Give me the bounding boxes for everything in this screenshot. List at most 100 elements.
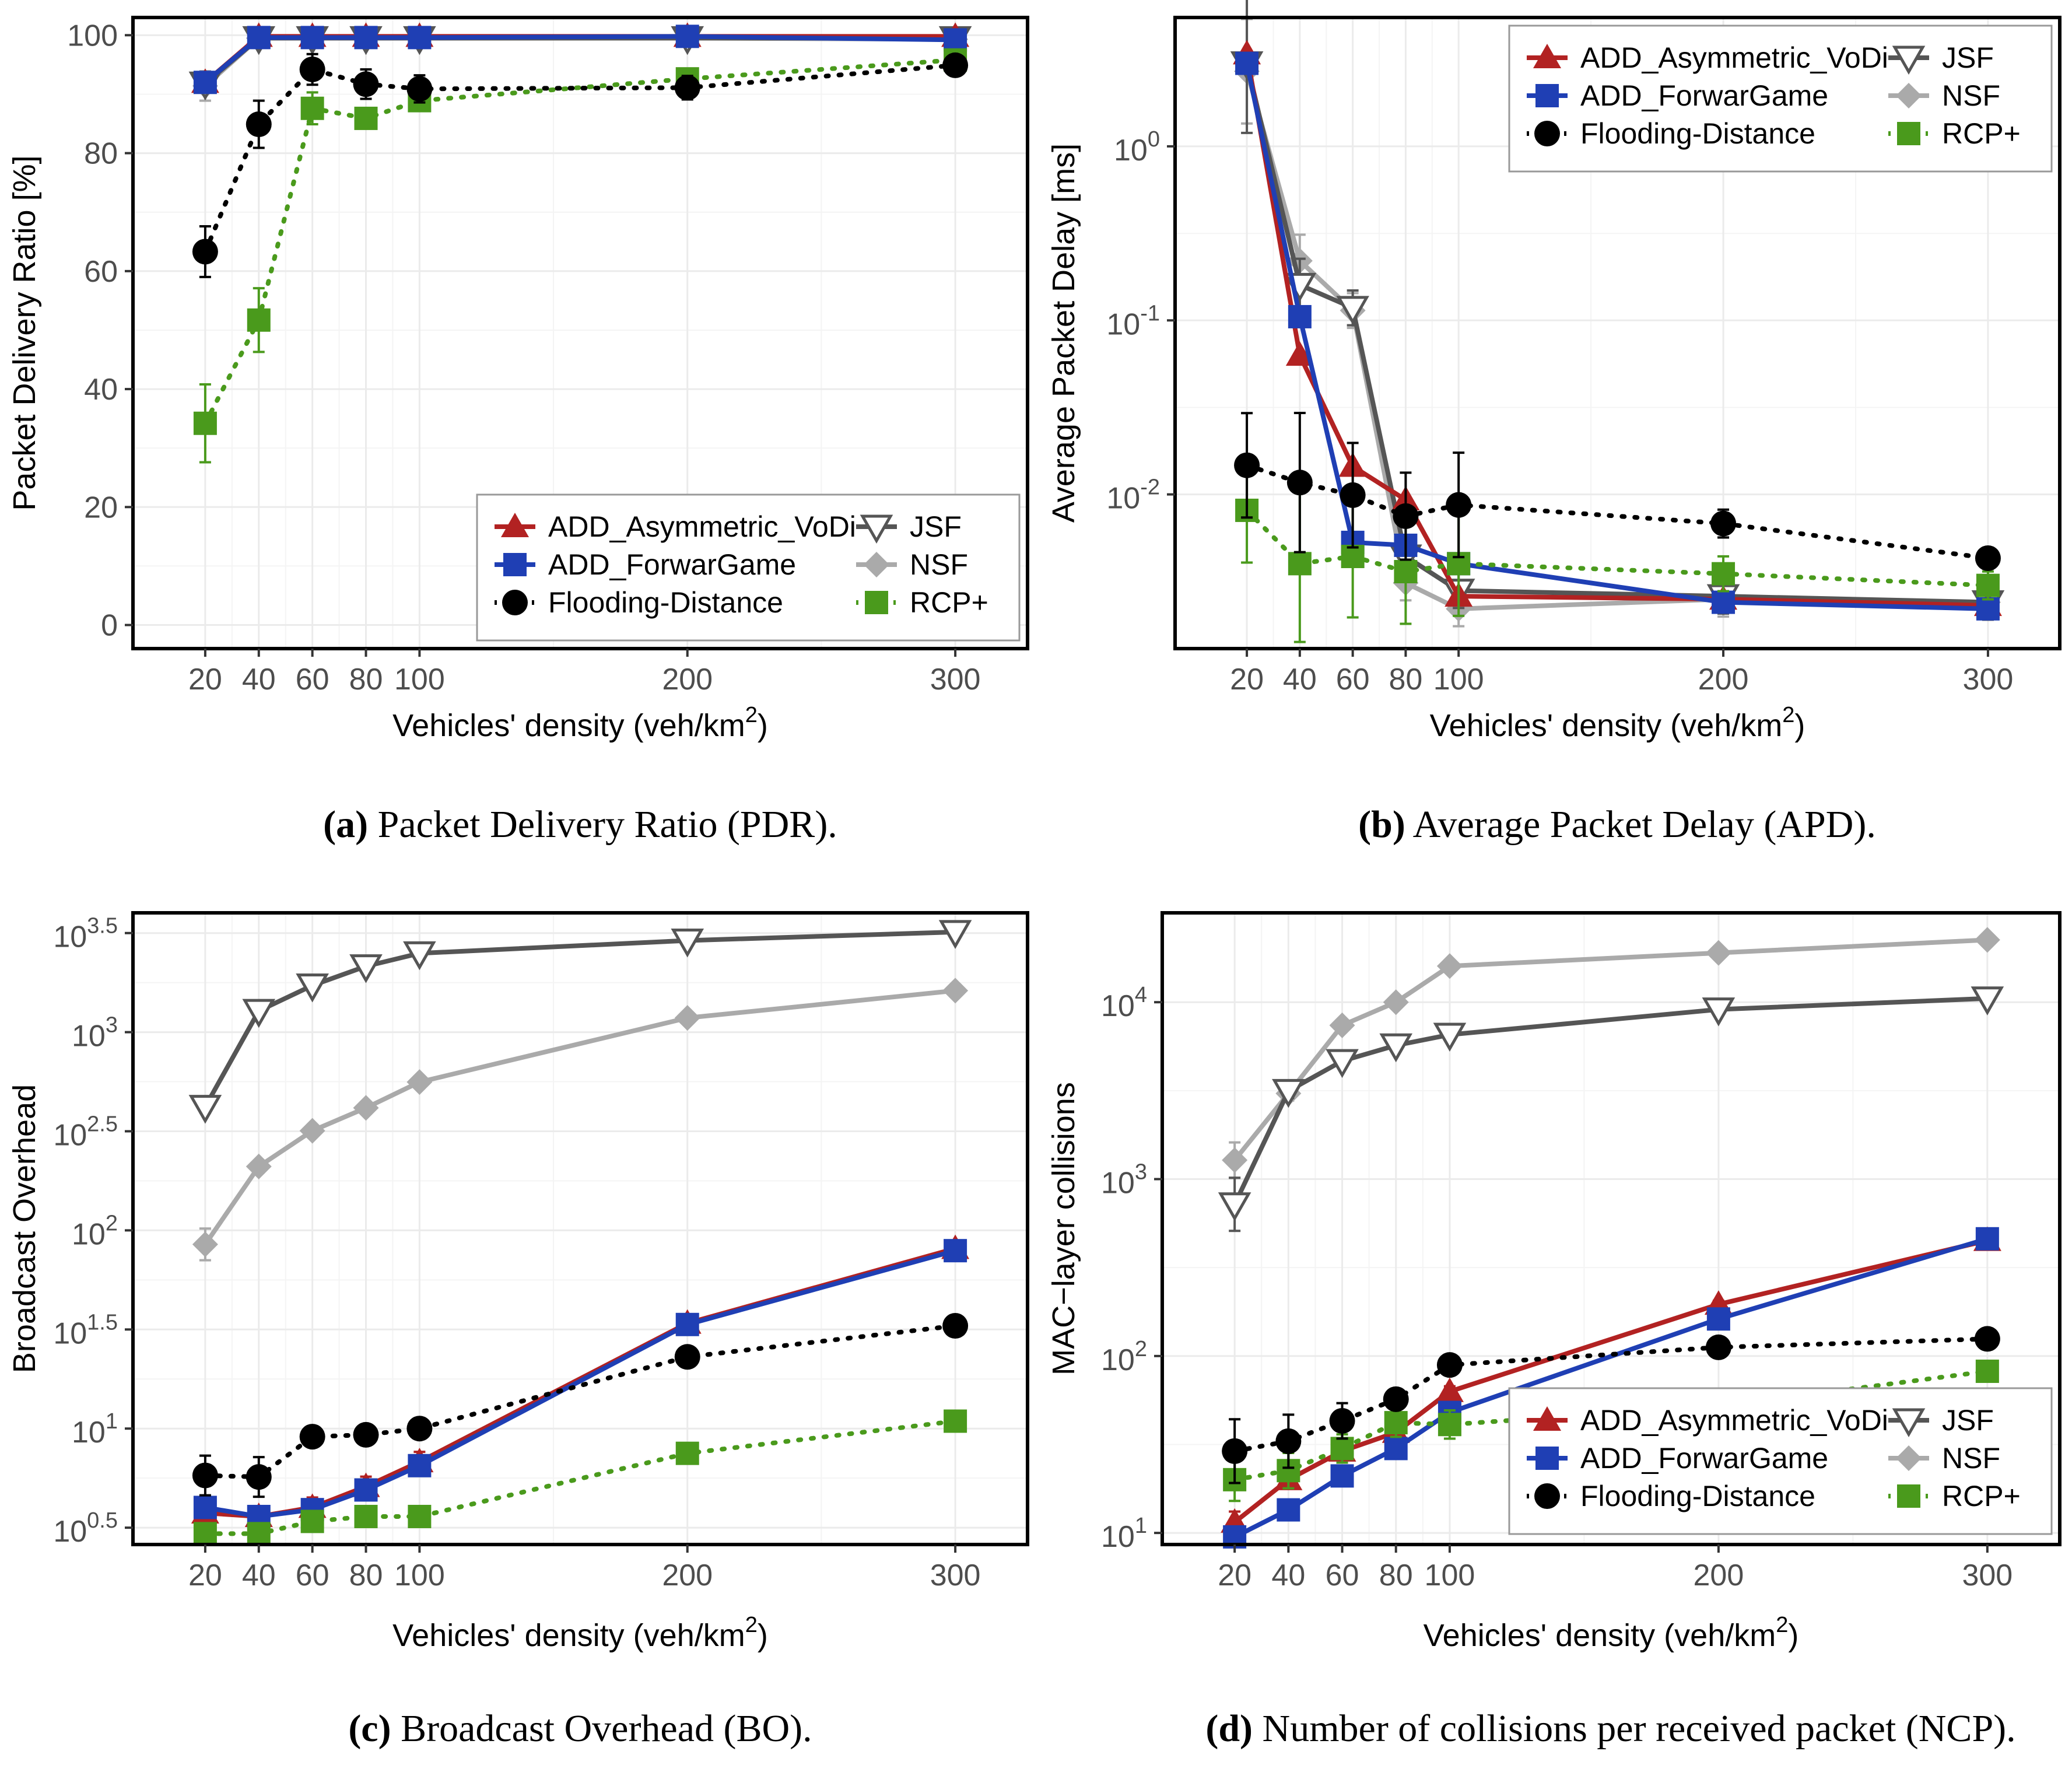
data-point — [247, 1522, 271, 1546]
legend-item-nsf: NSF — [856, 548, 968, 581]
figure-caption: (c) Broadcast Overhead (BO). — [348, 1707, 812, 1750]
y-tick-label: 104 — [1101, 983, 1147, 1023]
data-point — [1393, 503, 1419, 529]
legend-swatch-marker — [860, 514, 893, 544]
x-axis-title: Vehicles' density (veh/km2) — [392, 703, 768, 743]
x-tick-label: 100 — [1425, 1559, 1475, 1592]
legend: ADD_Asymmetric_VoDi ADD_ForwarGame Floodin… — [476, 493, 1021, 642]
data-point — [942, 1313, 969, 1339]
plot-frame — [131, 911, 1029, 1546]
data-point — [1277, 1498, 1300, 1522]
series-rcp — [193, 1409, 967, 1546]
data-point — [1712, 590, 1736, 614]
data-point — [675, 1312, 699, 1336]
y-tick-label: 10-1 — [1106, 301, 1160, 341]
x-tick-label: 60 — [296, 1559, 329, 1592]
plot-frame — [131, 16, 1029, 650]
data-point — [193, 71, 217, 94]
x-tick-label: 100 — [394, 1559, 445, 1592]
legend-item-jsf: JSF — [856, 510, 962, 544]
data-point — [354, 1478, 378, 1502]
data-point — [1329, 1407, 1355, 1434]
series-flooding-distance — [192, 52, 969, 278]
data-point — [1971, 986, 2004, 1015]
series-add-forwargame — [193, 24, 967, 94]
data-point — [300, 26, 324, 50]
data-point — [1336, 296, 1369, 325]
data-point — [938, 920, 972, 949]
data-point — [1383, 1386, 1409, 1412]
data-point — [246, 1153, 272, 1179]
legend-item-jsf: JSF — [1888, 41, 1994, 75]
data-point — [192, 1462, 218, 1489]
data-point — [1710, 510, 1737, 537]
x-tick-label: 200 — [1694, 1559, 1744, 1592]
data-point — [299, 1118, 325, 1144]
x-tick-label: 60 — [1326, 1559, 1359, 1592]
legend-label: RCP+ — [910, 586, 988, 619]
data-point — [192, 239, 218, 265]
data-point — [242, 999, 276, 1028]
series-jsf — [1218, 986, 2004, 1232]
data-point — [406, 1069, 433, 1095]
y-tick-label: 103 — [72, 1013, 118, 1053]
series-rcp — [193, 48, 967, 464]
legend-label: Flooding-Distance — [1580, 117, 1815, 150]
data-point — [944, 28, 967, 52]
legend-item-add-asymmetric-vodi: ADD_Asymmetric_VoDi — [495, 510, 856, 543]
y-tick-label: 101 — [1101, 1514, 1147, 1554]
data-point — [675, 24, 699, 48]
chart-panel-a: 20 40 60 80 100 200 300 0 20 40 60 80 100 Vehicles' d… — [7, 16, 1029, 846]
data-point — [1285, 341, 1314, 366]
data-point — [406, 1416, 433, 1442]
data-point — [1976, 573, 2000, 597]
y-axis-title: Broadcast Overhead — [7, 1084, 42, 1373]
legend-item-flooding-distance: Flooding-Distance — [495, 586, 783, 619]
legend-swatch-marker — [1892, 1408, 1926, 1438]
data-point — [247, 26, 271, 50]
plot-frame — [1161, 911, 2062, 1546]
legend-label: RCP+ — [1942, 1480, 2021, 1512]
data-point — [354, 1504, 378, 1528]
data-point — [1433, 1022, 1467, 1052]
legend-swatch-marker — [865, 591, 888, 614]
legend-swatch-marker — [1533, 1406, 1561, 1431]
series-line — [202, 929, 958, 1109]
legend-item-add-asymmetric-vodi: ADD_Asymmetric_VoDi — [1527, 41, 1888, 74]
data-point — [193, 1522, 217, 1546]
y-tick-label: 60 — [84, 255, 118, 289]
data-point — [1218, 1192, 1251, 1221]
y-tick-label: 10-2 — [1106, 475, 1160, 516]
x-tick-label: 200 — [662, 1559, 713, 1592]
legend-box — [1508, 1387, 2053, 1535]
x-tick-label: 300 — [1962, 1559, 2013, 1592]
x-tick-label: 200 — [1698, 663, 1749, 696]
data-point — [1288, 304, 1312, 328]
data-point — [1326, 1049, 1359, 1078]
data-point — [193, 411, 217, 435]
data-point — [299, 56, 325, 82]
x-tick-label: 80 — [349, 663, 383, 696]
legend-item-rcp: RCP+ — [1888, 117, 2021, 150]
x-tick-label: 40 — [1283, 663, 1317, 696]
legend-label: ADD_ForwarGame — [1580, 79, 1828, 112]
series-line — [202, 1248, 958, 1519]
legend-item-jsf: JSF — [1888, 1404, 1994, 1438]
data-point — [1976, 597, 2000, 621]
data-point — [942, 52, 969, 78]
data-point — [1379, 1033, 1413, 1063]
data-point — [406, 76, 433, 102]
x-tick-label: 300 — [1963, 663, 2014, 696]
data-point — [1222, 1438, 1248, 1464]
legend-label: Flooding-Distance — [548, 586, 783, 619]
legend-box — [1508, 24, 2053, 173]
data-point — [188, 1095, 222, 1124]
y-tick-label: 20 — [84, 491, 118, 524]
data-point — [1384, 1411, 1408, 1435]
x-tick-label: 80 — [1389, 663, 1422, 696]
data-point — [674, 75, 700, 101]
series-flooding-distance — [1234, 411, 2001, 571]
data-point — [1436, 1352, 1463, 1378]
data-point — [296, 973, 329, 1003]
